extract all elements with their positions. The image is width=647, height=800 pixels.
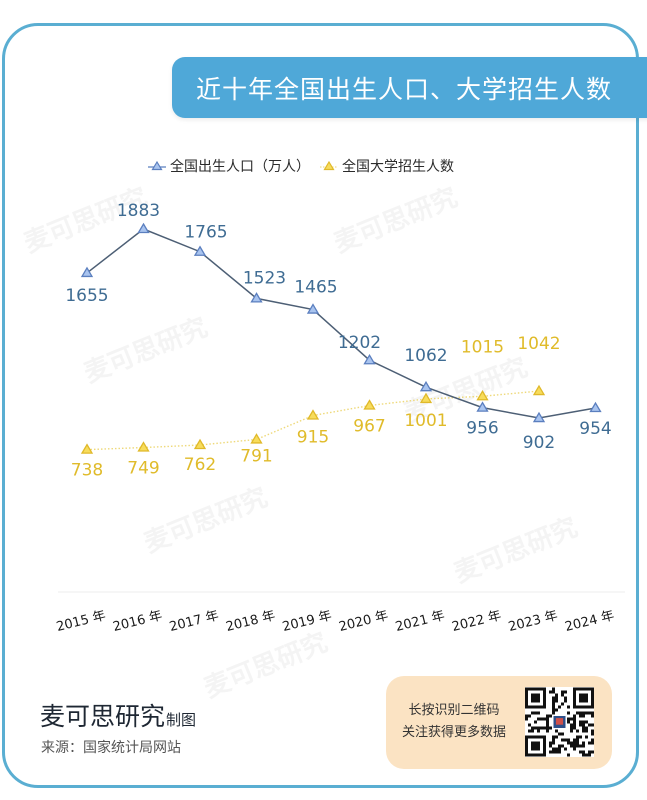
birth-data-label: 1883	[117, 201, 160, 221]
footer-brand: 麦可思研究制图	[40, 697, 196, 733]
triangle-dotted-icon	[320, 160, 338, 171]
birth-data-label: 1765	[184, 223, 227, 243]
enroll-marker	[476, 389, 489, 401]
birth-marker	[193, 245, 207, 256]
data-source: 来源：国家统计局网站	[41, 740, 181, 756]
birth-marker	[250, 292, 263, 303]
qr-caption: 长按识别二维码 关注获得更多数据	[392, 700, 516, 744]
birth-data-label: 956	[466, 419, 498, 439]
card-frame	[2, 23, 639, 788]
enroll-marker	[193, 438, 207, 450]
line-chart: 2015 年 2016 年 2017 年 2018 年 2019 年 2020 年 2021…	[55, 201, 625, 635]
enroll-data-label: 762	[184, 455, 216, 475]
x-tick-label: 2018 年	[224, 608, 276, 635]
x-tick-label: 2023 年	[507, 608, 559, 635]
enroll-marker	[137, 441, 150, 452]
chart-title: 近十年全国出生人口、大学招生人数	[196, 75, 613, 104]
x-tick-label: 2024 年	[563, 608, 615, 635]
enroll-data-label: 967	[353, 417, 385, 437]
x-tick-label: 2015 年	[55, 608, 107, 635]
birth-marker	[532, 411, 546, 423]
birth-marker	[476, 401, 489, 412]
birth-marker	[137, 222, 150, 234]
birth-data-label: 1655	[65, 286, 108, 306]
enroll-marker	[306, 409, 320, 420]
enroll-marker	[363, 399, 376, 410]
enroll-marker	[532, 384, 546, 396]
qr-caption-line2: 关注获得更多数据	[401, 725, 506, 740]
birth-marker	[419, 380, 433, 392]
birth-marker	[306, 303, 320, 314]
birth-data-label: 1523	[243, 268, 286, 288]
legend-item-enroll: 全国大学招生人数	[320, 156, 454, 176]
x-tick-label: 2016 年	[111, 608, 163, 635]
enroll-data-label: 1042	[517, 334, 560, 354]
triangle-line-icon	[148, 160, 166, 171]
qr-code-icon[interactable]	[525, 687, 594, 757]
birth-line	[86, 228, 596, 419]
x-tick-label: 2017 年	[168, 608, 220, 635]
x-tick-label: 2022 年	[450, 608, 502, 635]
birth-marker	[589, 401, 602, 413]
legend-label-enroll: 全国大学招生人数	[342, 159, 454, 175]
enroll-marker	[80, 443, 94, 454]
x-tick-label: 2020 年	[337, 608, 389, 635]
enroll-data-label: 915	[297, 428, 329, 448]
birth-data-label: 1465	[294, 278, 337, 298]
birth-data-label: 1202	[338, 333, 381, 353]
legend-item-birth: 全国出生人口（万人）	[148, 156, 310, 176]
enroll-marker	[250, 433, 263, 444]
birth-marker	[80, 266, 94, 278]
birth-data-label: 954	[579, 419, 611, 439]
enroll-data-label: 749	[127, 459, 159, 479]
birth-data-label: 902	[523, 433, 555, 453]
enroll-data-label: 738	[71, 461, 103, 481]
x-tick-label: 2019 年	[281, 608, 333, 635]
enroll-data-label: 1015	[461, 337, 504, 357]
brand-name: 麦可思研究	[40, 702, 166, 731]
enroll-data-label: 1001	[404, 411, 447, 431]
birth-data-label: 1062	[404, 346, 447, 366]
qr-card[interactable]: 长按识别二维码 关注获得更多数据	[386, 676, 612, 769]
enroll-data-label: 791	[240, 446, 272, 466]
title-banner: 近十年全国出生人口、大学招生人数	[172, 57, 647, 118]
legend-label-birth: 全国出生人口（万人）	[170, 159, 310, 175]
birth-marker	[363, 353, 376, 365]
enroll-marker	[419, 392, 433, 404]
qr-caption-line1: 长按识别二维码	[408, 703, 500, 718]
legend: 全国出生人口（万人） 全国大学招生人数	[148, 155, 464, 177]
x-tick-label: 2021 年	[394, 608, 446, 635]
brand-suffix: 制图	[166, 711, 197, 729]
